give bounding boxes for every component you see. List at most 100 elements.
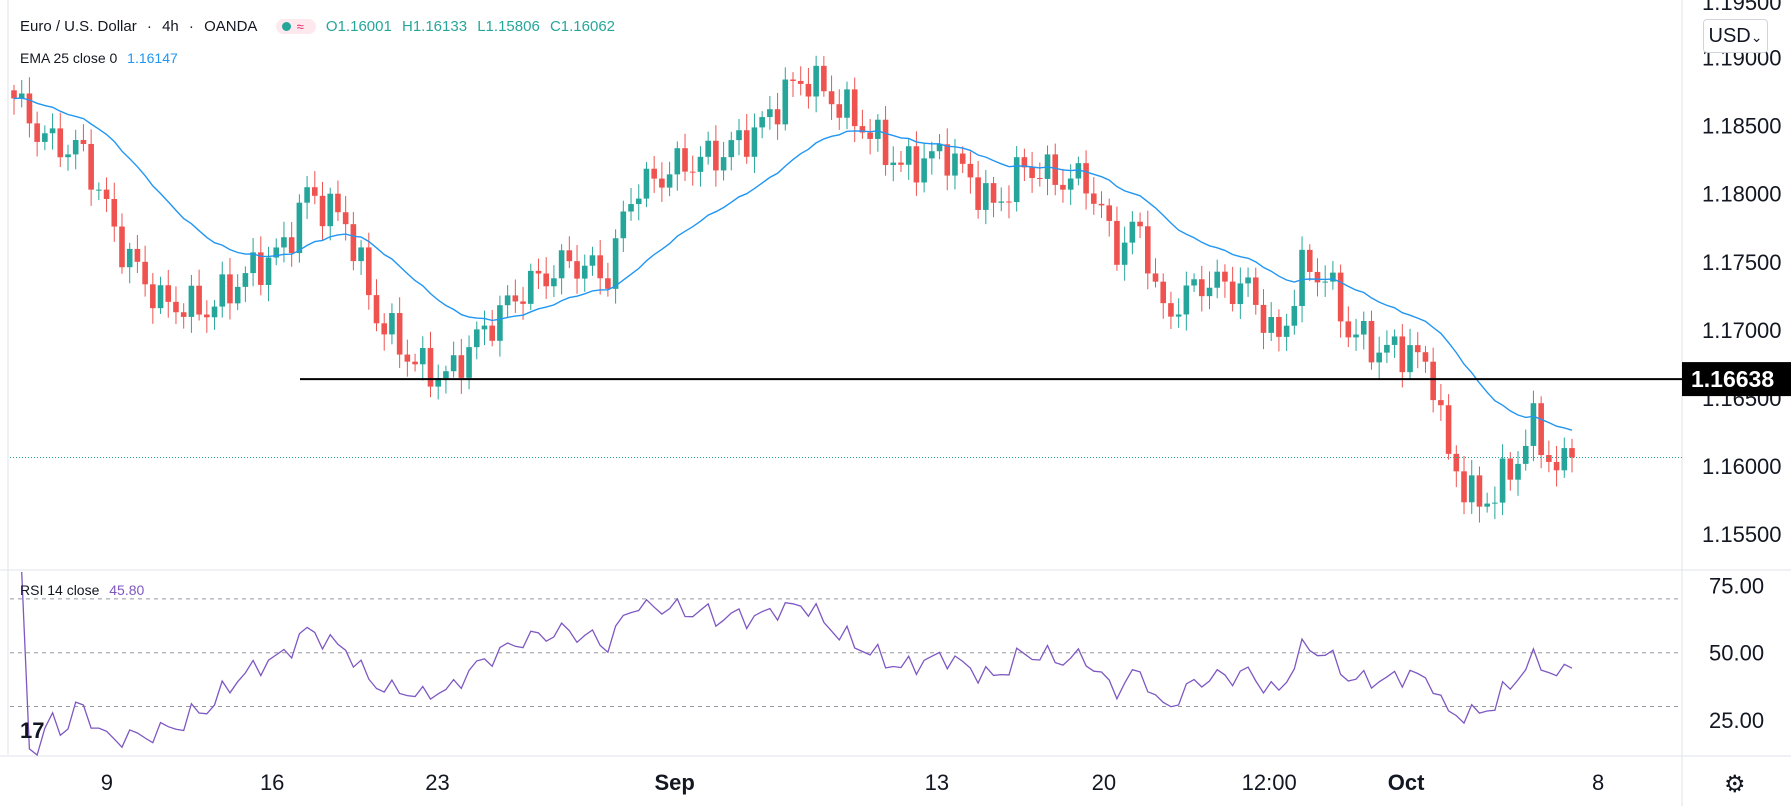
gear-icon[interactable]: ⚙ xyxy=(1724,771,1746,798)
candle-down xyxy=(597,255,603,279)
candle-down xyxy=(404,354,411,362)
candle-down xyxy=(119,226,125,268)
candle-down xyxy=(651,168,657,179)
candle-up xyxy=(844,89,850,118)
candle-down xyxy=(1260,304,1267,333)
candle-up xyxy=(1515,463,1521,480)
candle-down xyxy=(288,237,295,254)
candle-down xyxy=(57,128,64,158)
symbol-title[interactable]: Euro / U.S. Dollar xyxy=(20,18,137,35)
candle-down xyxy=(1114,220,1120,265)
candle-up xyxy=(635,198,642,205)
candle-down xyxy=(790,79,796,81)
candle-up xyxy=(1291,306,1298,326)
candle-down xyxy=(990,183,997,203)
candle-down xyxy=(882,119,889,166)
candle-down xyxy=(520,301,526,304)
candle-down xyxy=(458,355,465,378)
candle-up xyxy=(18,93,25,99)
candle-up xyxy=(72,139,79,155)
candle-down xyxy=(134,248,141,262)
candle-up xyxy=(1121,242,1128,265)
high-value: H1.16133 xyxy=(401,18,468,35)
candle-down xyxy=(319,195,326,227)
candle-up xyxy=(1268,317,1274,333)
candle-up xyxy=(358,247,364,262)
time-tick-label: 13 xyxy=(925,770,949,795)
candle-up xyxy=(728,140,735,158)
candle-up xyxy=(612,238,619,289)
candle-up xyxy=(1522,445,1529,464)
time-tick-label: 23 xyxy=(425,770,449,795)
time-tick-label: Sep xyxy=(654,770,694,795)
candle-up xyxy=(296,202,303,254)
candle-down xyxy=(1083,163,1089,194)
candle-up xyxy=(666,174,673,188)
candle-up xyxy=(1206,287,1213,297)
candle-up xyxy=(273,247,280,258)
candle-down xyxy=(689,171,696,173)
candle-up xyxy=(1183,285,1190,315)
price-tick-label-partial: 1.19500 xyxy=(1702,0,1782,15)
candle-up xyxy=(782,79,789,125)
candle-up xyxy=(327,193,334,227)
candle-down xyxy=(103,189,110,200)
candle-up xyxy=(1214,271,1221,288)
ema-legend[interactable]: EMA 25 close 0 1.16147 xyxy=(20,50,184,66)
currency-label: USD xyxy=(1708,25,1751,47)
candle-up xyxy=(1530,403,1537,446)
candle-down xyxy=(111,199,118,227)
candle-up xyxy=(1245,277,1251,284)
time-tick-label: 20 xyxy=(1092,770,1116,795)
tradingview-logo-icon[interactable]: 17 xyxy=(20,718,45,743)
chevron-down-icon: ⌄ xyxy=(1750,29,1763,45)
candle-down xyxy=(173,301,179,313)
ema-line xyxy=(13,97,1573,431)
price-tick-label: 1.15500 xyxy=(1702,522,1782,547)
candle-down xyxy=(1569,448,1575,458)
candle-up xyxy=(1330,272,1336,282)
candle-down xyxy=(1306,249,1313,272)
candle-down xyxy=(797,80,804,84)
candle-down xyxy=(836,104,843,118)
open-value: O1.16001 xyxy=(325,18,392,35)
candle-down xyxy=(535,270,542,274)
candle-down xyxy=(605,278,611,289)
candle-down xyxy=(574,261,580,279)
candle-up xyxy=(736,130,742,141)
candle-up xyxy=(1492,502,1498,504)
candle-down xyxy=(1476,475,1483,507)
candle-up xyxy=(497,305,503,341)
candle-up xyxy=(767,109,773,118)
candle-down xyxy=(11,90,17,99)
rsi-label: RSI 14 close xyxy=(20,582,100,598)
currency-selector[interactable]: USD⌄ xyxy=(1703,19,1768,53)
candle-up xyxy=(751,127,758,157)
candle-down xyxy=(1060,184,1066,190)
candle-down xyxy=(26,93,33,124)
candle-down xyxy=(312,187,318,196)
candle-down xyxy=(1160,281,1167,304)
candle-down xyxy=(805,83,812,97)
candle-down xyxy=(1445,405,1452,454)
rsi-legend[interactable]: RSI 14 close 45.80 xyxy=(20,582,150,598)
candle-up xyxy=(443,371,449,379)
candle-down xyxy=(1399,336,1406,373)
candle-down xyxy=(659,178,665,188)
candle-down xyxy=(142,261,148,285)
candle-up xyxy=(1129,221,1136,243)
candle-down xyxy=(1546,455,1552,462)
candle-up xyxy=(481,325,488,330)
market-status-badge[interactable]: ≈ xyxy=(275,19,316,34)
candle-up xyxy=(1067,178,1074,190)
wave-icon: ≈ xyxy=(296,19,304,34)
candle-up xyxy=(304,187,310,203)
candle-up xyxy=(1353,334,1359,338)
time-tick-label: 8 xyxy=(1592,770,1604,795)
candle-down xyxy=(1538,403,1544,456)
candle-down xyxy=(1229,281,1236,305)
candle-up xyxy=(1360,320,1367,335)
candle-up xyxy=(1299,249,1305,307)
candle-up xyxy=(813,65,819,97)
